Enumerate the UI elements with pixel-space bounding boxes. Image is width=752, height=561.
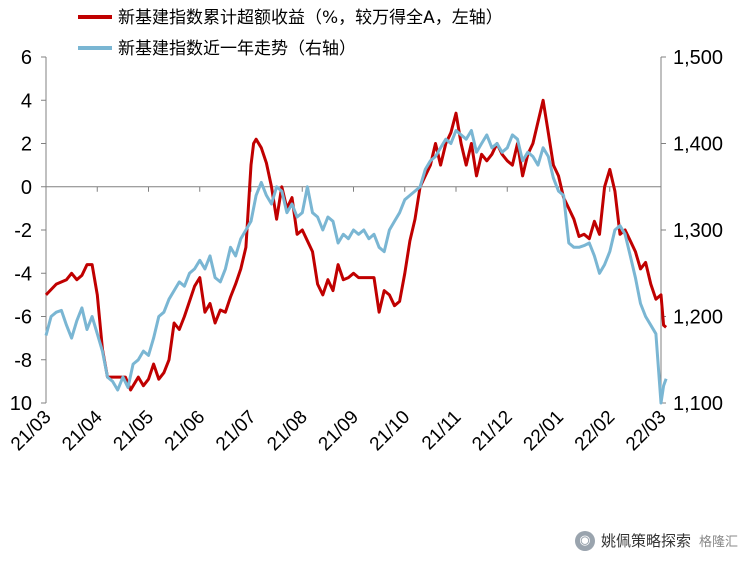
x-tick-label: 21/09 <box>315 407 363 455</box>
left-tick-label: 4 <box>21 90 32 112</box>
series-line-excess-return <box>44 98 668 392</box>
x-tick-label: 21/10 <box>366 407 414 455</box>
x-tick-label: 22/03 <box>622 407 670 455</box>
wechat-icon: ◉ <box>574 530 595 551</box>
x-tick-label: 21/08 <box>263 407 311 455</box>
left-tick-label: -2 <box>14 220 32 242</box>
right-tick-label: 1,300 <box>673 220 723 242</box>
x-tick-label: 21/11 <box>418 407 465 454</box>
legend: 新基建指数累计超额收益（%，较万得全A，左轴） 新基建指数近一年走势（右轴） <box>78 8 503 59</box>
watermark: ◉ 姚佩策略探索 格隆汇 <box>574 530 738 551</box>
right-tick-label: 1,500 <box>673 47 723 69</box>
watermark-text: 姚佩策略探索 <box>600 532 691 550</box>
left-tick-label: 2 <box>21 134 32 156</box>
axes: 6420-2-4-6-8101,5001,4001,3001,2001,1002… <box>7 47 723 455</box>
x-tick-label: 21/07 <box>212 407 260 455</box>
series-group <box>44 98 668 405</box>
right-tick-label: 1,100 <box>673 393 723 415</box>
x-tick-label: 22/01 <box>520 407 568 455</box>
x-tick-label: 21/04 <box>58 406 107 455</box>
x-tick-label: 21/12 <box>468 407 516 455</box>
left-tick-label: 0 <box>21 177 32 199</box>
legend-label-index-trend: 新基建指数近一年走势（右轴） <box>118 39 356 59</box>
x-tick-label: 22/02 <box>571 407 619 455</box>
right-tick-label: 1,200 <box>673 307 723 329</box>
left-tick-label: 10 <box>10 393 32 415</box>
legend-label-excess-return: 新基建指数累计超额收益（%，较万得全A，左轴） <box>118 8 503 28</box>
left-tick-label: 6 <box>21 47 32 69</box>
x-tick-label: 21/06 <box>161 407 209 455</box>
left-tick-label: -8 <box>14 350 32 372</box>
left-tick-label: -6 <box>14 307 32 329</box>
watermark-sub: 格隆汇 <box>698 535 738 550</box>
series-line-index-trend <box>44 129 668 405</box>
left-tick-label: -4 <box>14 263 32 285</box>
right-tick-label: 1,400 <box>673 134 723 156</box>
x-tick-label: 21/05 <box>110 407 158 455</box>
